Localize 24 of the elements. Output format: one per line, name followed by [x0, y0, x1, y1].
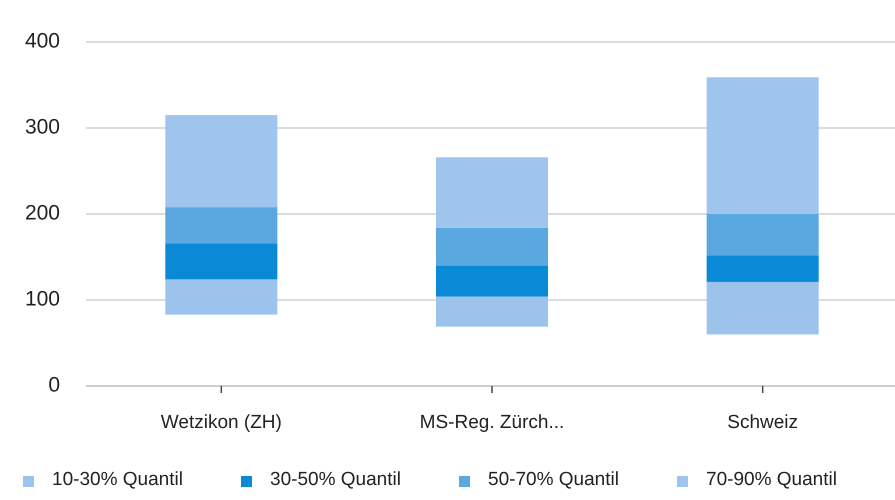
bar: [436, 228, 548, 266]
y-tick-label: 0: [48, 374, 60, 397]
x-tick-label: Schweiz: [727, 412, 798, 434]
bar: [436, 266, 548, 297]
bar: [165, 115, 278, 208]
legend-label: 10-30% Quantil: [52, 469, 183, 490]
bar: [436, 296, 548, 327]
bar: [436, 157, 548, 228]
bar: [165, 279, 278, 315]
x-tick-label: Wetzikon (ZH): [160, 412, 282, 434]
x-tick-label: MS-Reg. Zürch...: [420, 412, 564, 434]
bar: [706, 255, 819, 282]
bar: [706, 282, 819, 334]
legend-label: 50-70% Quantil: [488, 469, 619, 490]
y-tick-label: 100: [24, 288, 60, 311]
legend-label: 70-90% Quantil: [706, 469, 837, 490]
bar: [165, 243, 278, 280]
y-tick-label: 200: [24, 202, 60, 225]
legend-label: 30-50% Quantil: [270, 469, 401, 490]
bar: [165, 207, 278, 244]
bar: [706, 214, 819, 256]
y-tick-label: 400: [24, 30, 60, 53]
bar: [706, 77, 819, 214]
y-tick-label: 300: [24, 116, 60, 139]
